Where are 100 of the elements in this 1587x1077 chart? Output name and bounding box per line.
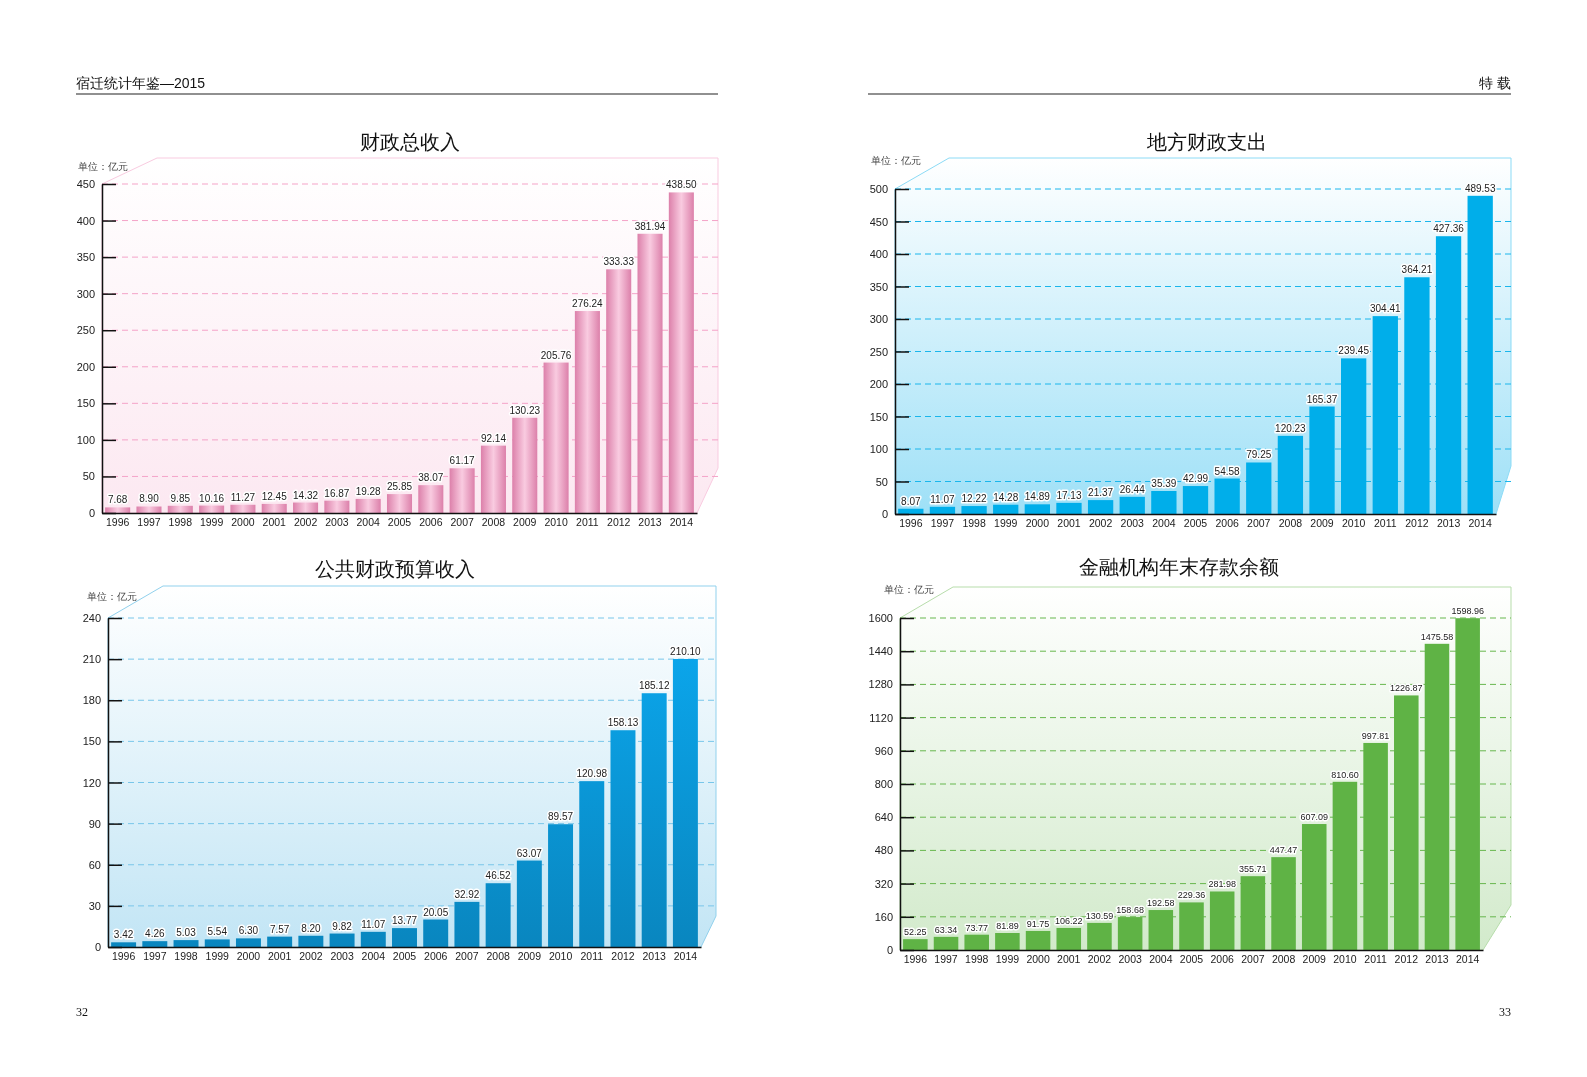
y-tick-label: 300: [76, 287, 95, 300]
y-tick-label: 180: [82, 694, 101, 707]
bar: [1341, 358, 1367, 514]
chart-title: 财政总收入: [360, 131, 460, 153]
data-label: 997.81: [1361, 730, 1390, 741]
x-tick-label: 2009: [1310, 517, 1334, 530]
x-tick-label: 2007: [450, 516, 474, 529]
data-label: 46.52: [485, 870, 512, 882]
bar: [548, 824, 574, 947]
data-label: 205.76: [540, 349, 572, 361]
x-tick-label: 2013: [1425, 953, 1449, 966]
y-tick-label: 100: [869, 443, 888, 456]
bar: [324, 500, 350, 513]
data-label: 12.22: [961, 493, 988, 505]
data-label: 8.90: [139, 493, 160, 505]
data-label: 5.54: [207, 926, 228, 938]
x-tick-label: 2001: [1057, 517, 1081, 530]
x-tick-label: 2013: [638, 516, 662, 529]
bar: [418, 485, 444, 513]
bar: [579, 781, 605, 947]
data-label: 8.20: [301, 922, 322, 934]
x-tick-label: 2006: [1210, 953, 1235, 966]
bar: [903, 939, 928, 950]
x-tick-label: 1998: [962, 517, 986, 530]
data-label: 130.23: [509, 404, 541, 416]
data-label: 12.45: [261, 490, 288, 502]
x-tick-label: 2000: [236, 950, 261, 963]
bar: [543, 362, 569, 513]
data-label: 54.58: [1214, 465, 1241, 477]
bar: [668, 192, 694, 513]
y-tick-label: 500: [869, 183, 888, 196]
y-tick-label: 350: [869, 280, 888, 293]
bar: [329, 933, 355, 947]
data-label: 10.16: [199, 492, 225, 504]
data-label: 1226.87: [1390, 683, 1423, 694]
bar: [1024, 504, 1050, 514]
x-tick-label: 2002: [299, 950, 323, 963]
data-label: 61.17: [449, 455, 476, 467]
data-label: 6.30: [238, 925, 259, 937]
x-tick-label: 2003: [1118, 953, 1142, 966]
x-tick-label: 1998: [168, 516, 193, 529]
data-label: 19.28: [355, 485, 382, 497]
x-tick-label: 2005: [392, 950, 417, 963]
data-label: 158.68: [1116, 905, 1144, 916]
bar: [933, 936, 959, 950]
y-tick-label: 150: [82, 735, 101, 748]
bar: [298, 935, 324, 947]
data-label: 355.71: [1239, 864, 1267, 875]
bar: [392, 928, 417, 947]
y-tick-label: 1280: [868, 678, 893, 691]
bar: [199, 505, 225, 513]
data-label: 9.85: [170, 492, 191, 504]
chart-title: 金融机构年末存款余额: [1079, 556, 1279, 578]
y-tick-label: 800: [874, 778, 893, 791]
x-tick-label: 1999: [994, 517, 1018, 530]
bar: [995, 933, 1020, 950]
bar: [1246, 462, 1272, 514]
y-tick-label: 160: [874, 910, 893, 923]
x-tick-label: 2012: [1405, 517, 1429, 530]
bar: [105, 507, 131, 513]
x-tick-label: 2014: [673, 950, 698, 963]
bar: [142, 941, 168, 947]
x-tick-label: 2007: [1241, 953, 1265, 966]
x-tick-label: 1999: [199, 516, 224, 529]
data-label: 438.50: [666, 179, 698, 191]
data-label: 25.85: [386, 481, 413, 493]
y-tick-label: 0: [886, 944, 893, 957]
bar: [1214, 478, 1240, 514]
y-axis-title: 单位：亿元: [78, 161, 128, 172]
bar: [898, 508, 924, 514]
bar: [261, 503, 287, 513]
bar: [454, 901, 480, 947]
data-label: 11.07: [361, 918, 386, 930]
data-label: 5.03: [176, 927, 197, 939]
y-tick-label: 960: [874, 744, 893, 757]
x-tick-label: 2010: [544, 516, 568, 529]
y-tick-label: 50: [82, 470, 95, 483]
bar: [1435, 236, 1462, 514]
data-label: 304.41: [1369, 303, 1402, 315]
data-label: 32.92: [454, 888, 480, 900]
data-label: 63.07: [516, 847, 543, 859]
data-label: 106.22: [1055, 915, 1083, 926]
x-tick-label: 1998: [174, 950, 198, 963]
data-label: 276.24: [572, 298, 604, 310]
x-tick-label: 2000: [1026, 953, 1050, 966]
y-tick-label: 0: [94, 941, 101, 954]
x-tick-label: 2003: [325, 516, 349, 529]
bar: [512, 417, 538, 513]
bar: [173, 940, 199, 947]
x-tick-label: 2014: [669, 516, 694, 529]
data-label: 333.33: [603, 256, 635, 268]
data-label: 11.27: [230, 491, 256, 503]
data-label: 9.82: [332, 920, 353, 932]
bar: [516, 860, 542, 947]
x-tick-label: 2002: [1088, 517, 1113, 530]
y-tick-label: 1440: [868, 645, 893, 658]
bar: [574, 311, 600, 513]
x-tick-label: 1996: [111, 950, 136, 963]
bar: [610, 730, 636, 947]
bar: [964, 934, 989, 950]
